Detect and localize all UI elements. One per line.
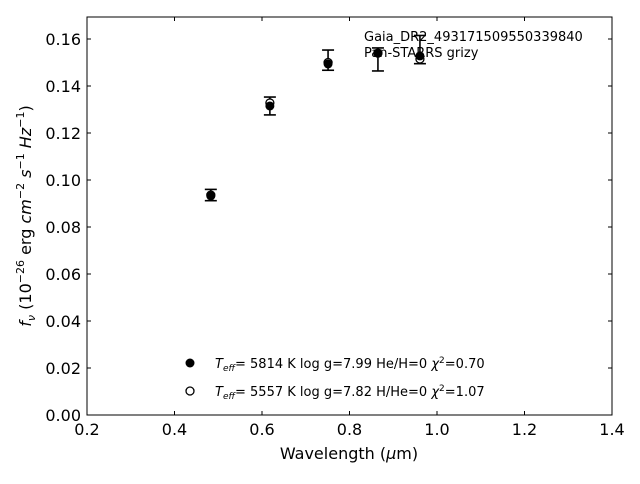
filled-model-point xyxy=(323,59,333,69)
y-tick-label: 0.04 xyxy=(45,312,81,331)
y-tick-label: 0.08 xyxy=(45,218,81,237)
y-tick-label: 0.16 xyxy=(45,30,81,49)
x-tick-label: 0.8 xyxy=(337,420,362,439)
x-tick-label: 1.4 xyxy=(599,420,624,439)
legend-marker-open xyxy=(185,386,195,396)
y-tick-label: 0.00 xyxy=(45,406,81,425)
x-tick-label: 1.2 xyxy=(512,420,537,439)
x-axis-label: Wavelength (μm) xyxy=(280,444,418,463)
y-tick-label: 0.14 xyxy=(45,77,81,96)
y-tick-label: 0.10 xyxy=(45,171,81,190)
filled-model-point xyxy=(265,101,275,111)
filled-model-point xyxy=(206,191,216,201)
legend-entry-filled: Teff= 5814 K log g=7.99 He/H=0 χ2=0.70 xyxy=(215,356,485,374)
filled-model-point xyxy=(373,48,383,58)
annotation-line1: Gaia_DR2_4931715095503398​40 xyxy=(364,30,583,45)
y-tick-label: 0.12 xyxy=(45,124,81,143)
x-tick-label: 0.2 xyxy=(74,420,99,439)
y-tick-label: 0.06 xyxy=(45,265,81,284)
legend: Teff= 5814 K log g=7.99 He/H=0 χ2=0.70 T… xyxy=(185,356,485,402)
filled-model-point xyxy=(415,51,425,61)
y-tick-label: 0.02 xyxy=(45,359,81,378)
x-tick-label: 0.4 xyxy=(162,420,187,439)
legend-entry-open: Teff= 5557 K log g=7.82 H/He=0 χ2=1.07 xyxy=(215,384,485,402)
plot-area xyxy=(86,16,613,416)
annotation-line2: Pan-STARRS grizy xyxy=(364,46,479,61)
legend-marker-filled xyxy=(185,358,195,368)
x-tick-label: 0.6 xyxy=(249,420,274,439)
y-axis-label: fν (10−26 erg cm−2 s−1 Hz−1) xyxy=(14,105,38,326)
x-tick-label: 1.0 xyxy=(424,420,449,439)
